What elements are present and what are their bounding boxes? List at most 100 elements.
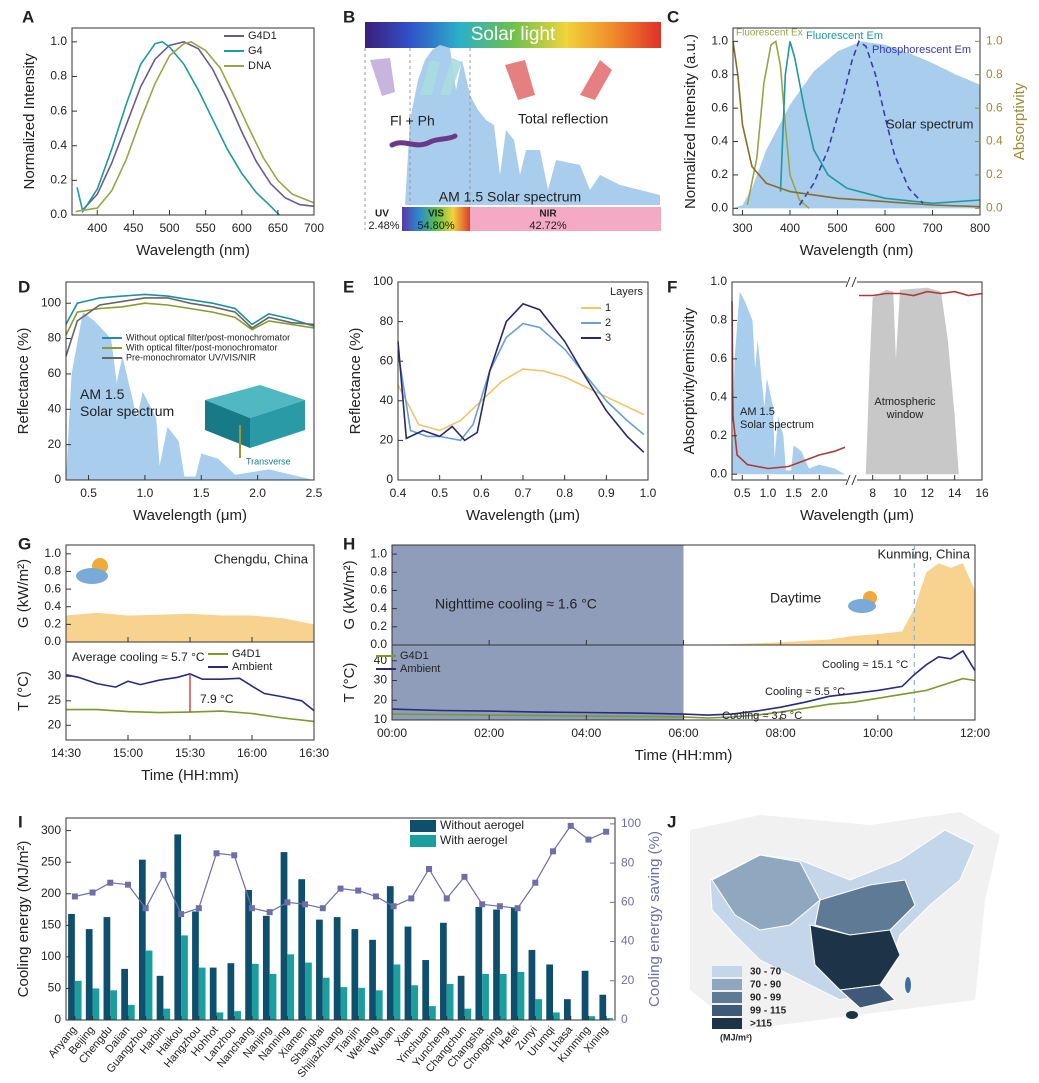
- saving-point: [550, 848, 557, 855]
- band-share: 54.80%: [417, 220, 455, 232]
- y-tick-label: 10: [374, 712, 388, 726]
- legend-label: G4D1: [400, 650, 429, 662]
- x-tick-label: 2.5: [306, 486, 323, 500]
- bar: [393, 964, 401, 1020]
- bar: [181, 935, 188, 1020]
- y-axis-label: Cooling energy (MJ/m²): [15, 841, 32, 998]
- x-tick-label: 2.0: [811, 486, 828, 500]
- saving-point: [124, 881, 131, 888]
- bar: [457, 975, 465, 1020]
- bar: [606, 1018, 613, 1020]
- bar: [245, 889, 252, 1020]
- line: [65, 297, 315, 357]
- legend-title: Layers: [610, 286, 644, 298]
- y-tick-label: 0.0: [50, 207, 67, 221]
- panel-letter: H: [343, 534, 355, 553]
- legend-label: Pre-monochromator UV/VIS/NIR: [126, 352, 257, 362]
- bar: [280, 852, 288, 1020]
- series-label: Phosphorescent Em: [872, 44, 971, 56]
- line: [746, 40, 810, 209]
- reflection-label: Total reflection: [518, 111, 608, 127]
- night-shade: [392, 645, 684, 720]
- bar: [358, 987, 365, 1020]
- saving-point: [178, 911, 185, 918]
- line: [82, 41, 315, 211]
- saving-point: [461, 873, 468, 880]
- saving-point: [337, 885, 344, 892]
- break-mark: [851, 474, 857, 486]
- legend-label: >115: [750, 1019, 772, 1030]
- x-tick-label: 800: [970, 221, 990, 235]
- x-tick-label: 600: [232, 221, 252, 235]
- y-tick-label: 200: [41, 886, 61, 900]
- y-tick-label: 0.8: [711, 67, 728, 81]
- x-tick-label: 10:00: [863, 726, 893, 740]
- saving-point: [160, 871, 167, 878]
- area: [66, 312, 314, 480]
- bar: [340, 987, 348, 1020]
- saving-point: [248, 905, 255, 912]
- series-label: Fluorescent Ex: [736, 28, 803, 39]
- bar: [316, 919, 323, 1020]
- bar: [163, 1008, 171, 1020]
- y-tick-label: 100: [41, 949, 61, 963]
- saving-point: [390, 903, 397, 910]
- y2-tick-label: 80: [621, 855, 635, 869]
- legend-label: 3: [605, 332, 611, 344]
- saving-point: [195, 905, 202, 912]
- axis-break: [847, 477, 857, 483]
- band-name: VIS: [428, 209, 444, 220]
- y-tick-label: 0.4: [44, 599, 61, 613]
- y-tick-label: 20: [374, 692, 388, 706]
- band-name: UV: [375, 209, 389, 220]
- x-tick-label: 16:00: [237, 746, 267, 760]
- y-tick-label: 100: [41, 295, 61, 309]
- nir-band: [470, 207, 661, 231]
- saving-point: [567, 822, 574, 829]
- y-tick-label: 25: [48, 693, 62, 707]
- bar: [375, 990, 383, 1020]
- bar: [138, 859, 146, 1020]
- legend-label: 90 - 99: [750, 993, 782, 1004]
- saving-point: [319, 905, 326, 912]
- molecule: [389, 133, 458, 148]
- y2-tick-label: 0.8: [986, 67, 1003, 81]
- legend-swatch: [410, 820, 436, 832]
- y-tick-label: 1.0: [44, 546, 61, 560]
- x-tick-label: 450: [123, 221, 143, 235]
- bar: [298, 879, 306, 1020]
- x-tick-label: 550: [196, 221, 216, 235]
- spectrum-label: AM 1.5 Solar spectrum: [439, 189, 581, 205]
- x-tick-label: 00:00: [377, 726, 407, 740]
- bar: [227, 963, 235, 1020]
- y-tick-label: 0.4: [710, 390, 727, 404]
- saving-point: [514, 905, 521, 912]
- y2-tick-label: 0.0: [986, 200, 1003, 214]
- annotation: Cooling ≈ 3.5 °C: [722, 710, 802, 722]
- y-tick-label: 1.0: [370, 546, 387, 560]
- bar: [103, 917, 111, 1020]
- saving-point: [603, 828, 610, 835]
- annotation: Cooling ≈ 15.1 °C: [822, 659, 908, 671]
- bar: [234, 1011, 241, 1020]
- x-tick-label: 500: [827, 221, 847, 235]
- bar: [581, 970, 589, 1020]
- bar: [563, 999, 571, 1020]
- y-tick-label: 0.0: [44, 634, 61, 648]
- saving-point: [496, 903, 503, 910]
- x-tick-label: 0.7: [515, 486, 532, 500]
- legend-unit: (MJ/m²): [720, 1032, 752, 1042]
- y-tick-label: 1.0: [711, 34, 728, 48]
- y2-axis-label: Cooling energy saving (%): [646, 831, 663, 1007]
- legend-label: G4D1: [232, 648, 261, 660]
- vis-band: [402, 207, 470, 231]
- y2-tick-label: 20: [621, 973, 635, 987]
- y-tick-label: 50: [48, 981, 62, 995]
- bar: [493, 909, 500, 1020]
- y-tick-label: 1.0: [710, 274, 727, 288]
- area: [392, 563, 975, 645]
- y-tick-label: 300: [41, 823, 61, 837]
- y-tick-label: 80: [380, 314, 394, 328]
